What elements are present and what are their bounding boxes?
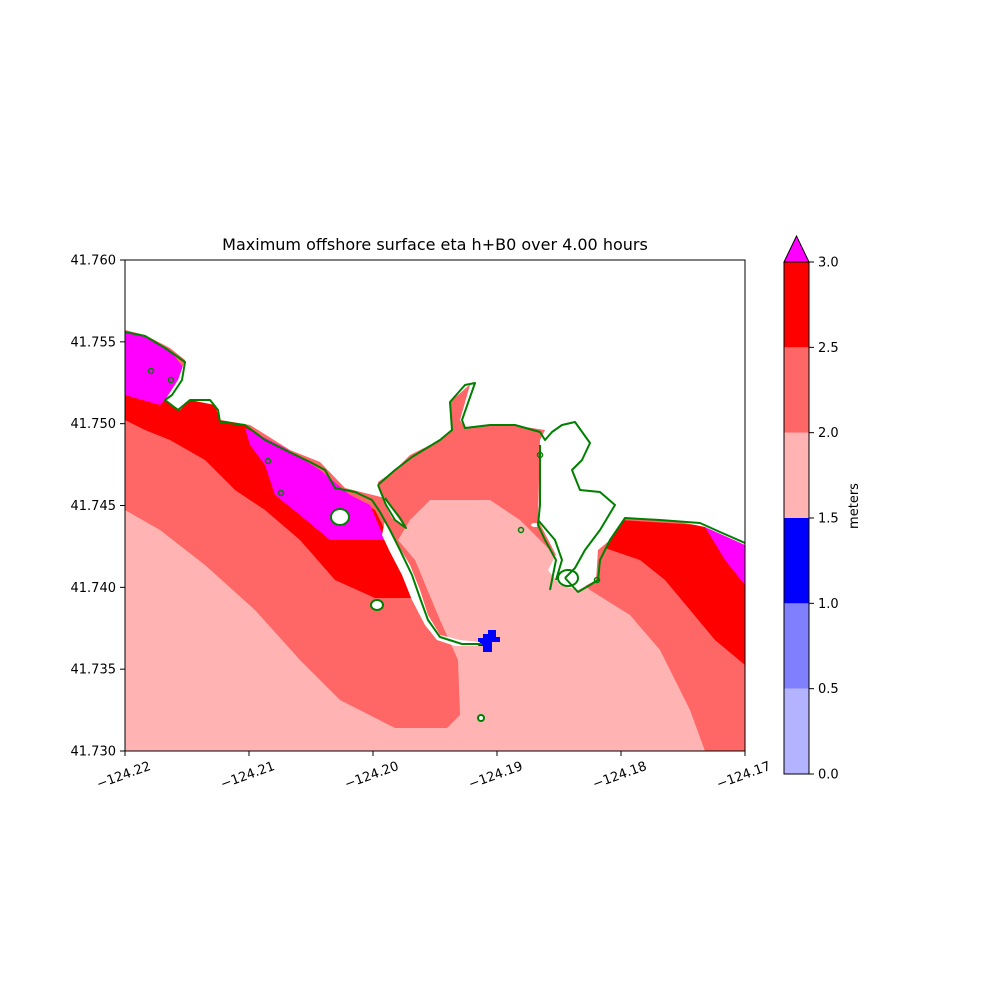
y-tick-label: 41.750 xyxy=(71,417,117,432)
colorbar-segment xyxy=(784,603,809,689)
y-tick-label: 41.740 xyxy=(71,581,117,596)
colorbar-tick-label: 0.5 xyxy=(818,682,839,697)
x-tick-label: −124.21 xyxy=(219,759,277,792)
y-tick-label: 41.760 xyxy=(71,254,117,269)
island-outline-2 xyxy=(370,599,384,611)
colorbar-segment xyxy=(784,347,809,433)
x-tick-label: −124.18 xyxy=(591,759,649,792)
region-max-west-2 xyxy=(245,428,385,540)
island-outline-4 xyxy=(557,569,579,587)
shoreline-line-3 xyxy=(377,484,407,529)
shoreline-dot-2 xyxy=(167,376,175,384)
shoreline-line-4 xyxy=(537,445,557,591)
y-tick-label: 41.755 xyxy=(71,335,117,350)
y-tick-label: 41.735 xyxy=(71,663,117,678)
colorbar-tick-label: 2.0 xyxy=(818,426,839,441)
shoreline-dot-5 xyxy=(517,526,525,534)
shoreline-line-1 xyxy=(125,331,482,645)
island-2 xyxy=(371,600,383,610)
shoreline-dot-1 xyxy=(147,367,155,375)
y-axis: 41.760 41.755 41.750 41.745 41.740 41.735 41.7… xyxy=(71,254,125,760)
island-outline-1 xyxy=(330,508,350,526)
shoreline-line-2 xyxy=(377,382,616,579)
island-4 xyxy=(558,570,578,586)
land-mask xyxy=(125,260,745,721)
colorbar-tick-label: 0.0 xyxy=(818,768,839,783)
plot-area xyxy=(124,259,746,752)
colorbar-tick-label: 1.5 xyxy=(818,512,839,527)
x-tick-label: −124.20 xyxy=(343,759,401,792)
x-tick-label: −124.22 xyxy=(95,759,153,792)
colorbar-label: meters xyxy=(847,483,862,529)
land-spit xyxy=(382,520,480,646)
y-tick-label: 41.730 xyxy=(71,745,117,760)
shoreline-line-6 xyxy=(537,519,563,581)
colorbar-segment xyxy=(784,262,809,348)
shoreline-dot-6 xyxy=(593,576,601,584)
colorbar: 0.0 0.5 1.0 1.5 2.0 2.5 3.0 meters xyxy=(783,234,862,783)
island-1 xyxy=(331,509,349,525)
chart-title: Maximum offshore surface eta h+B0 over 4… xyxy=(222,235,648,254)
colorbar-segment xyxy=(784,518,809,604)
y-tick-label: 41.745 xyxy=(71,499,117,514)
colorbar-tick-label: 3.0 xyxy=(818,256,839,271)
x-tick-label: −124.17 xyxy=(715,759,773,792)
island-outline-3 xyxy=(477,714,485,722)
region-harbor-patch xyxy=(478,630,500,652)
colorbar-extend-arrow xyxy=(783,234,810,263)
shoreline-dot-3 xyxy=(264,457,272,465)
colorbar-tick-label: 2.5 xyxy=(818,341,839,356)
land-polygon-1 xyxy=(125,260,745,590)
shoreline-line-5 xyxy=(564,517,745,593)
island-5 xyxy=(531,523,539,527)
region-max-west-1 xyxy=(125,332,185,405)
shoreline-dot-7 xyxy=(536,451,544,459)
colorbar-segment xyxy=(784,432,809,518)
shoreline-dot-4 xyxy=(277,489,285,497)
region-nearshore-east xyxy=(605,520,745,665)
colorbar-tick-label: 1.0 xyxy=(818,597,839,612)
x-tick-label: −124.19 xyxy=(467,759,525,792)
region-max-east xyxy=(705,527,745,585)
x-axis: −124.22 −124.21 −124.20 −124.19 −124.18 −124.… xyxy=(95,751,773,792)
shoreline-contours xyxy=(125,331,745,722)
colorbar-segment xyxy=(784,688,809,774)
